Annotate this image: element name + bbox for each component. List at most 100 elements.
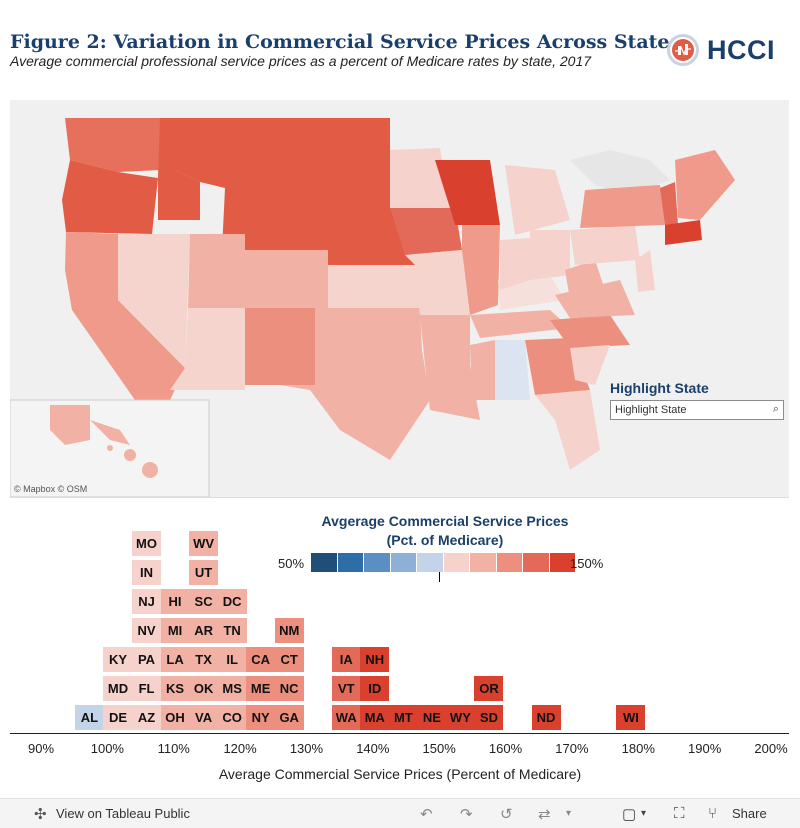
state-nv (118, 234, 190, 368)
state-mn (390, 148, 450, 208)
tableau-toolbar: ✣ View on Tableau Public ↶ ↷ ↺ ⇄ ▾ ▢ ▾ ⛶… (0, 798, 800, 828)
highlight-state-input[interactable]: Highlight State ⌕ (610, 400, 784, 420)
state-cell-az[interactable]: AZ (132, 705, 162, 730)
undo-icon[interactable]: ↶ (420, 806, 433, 823)
state-al (495, 340, 530, 400)
state-va (555, 280, 635, 318)
map-attribution: © Mapbox © OSM (14, 484, 88, 494)
state-nd (305, 118, 390, 170)
state-cell-ga[interactable]: GA (274, 705, 304, 730)
state-cell-hi[interactable]: HI (160, 589, 190, 614)
view-on-tableau-link[interactable]: View on Tableau Public (56, 806, 190, 821)
revert-icon[interactable]: ↺ (500, 806, 513, 823)
redo-icon[interactable]: ↷ (460, 806, 473, 823)
state-cell-wa[interactable]: WA (331, 705, 361, 730)
state-id (158, 118, 200, 220)
state-ny (580, 185, 665, 228)
logo-text: HCCI (707, 34, 775, 65)
state-cell-ok[interactable]: OK (189, 676, 219, 701)
state-cell-ut[interactable]: UT (189, 560, 219, 585)
search-icon[interactable]: ⌕ (772, 403, 779, 415)
state-cell-ca[interactable]: CA (246, 647, 276, 672)
state-cell-me[interactable]: ME (246, 676, 276, 701)
state-cell-mo[interactable]: MO (132, 531, 162, 556)
share-icon[interactable]: ⑂ (708, 805, 718, 822)
state-cell-il[interactable]: IL (217, 647, 247, 672)
state-cell-sd[interactable]: SD (474, 705, 504, 730)
state-cell-la[interactable]: LA (160, 647, 190, 672)
device-dropdown-icon[interactable]: ▾ (641, 808, 647, 819)
state-ok (315, 308, 422, 350)
state-cell-dc[interactable]: DC (217, 589, 247, 614)
figure-title: Figure 2: Variation in Commercial Servic… (10, 31, 681, 53)
state-cell-fl[interactable]: FL (132, 676, 162, 701)
state-cell-wv[interactable]: WV (189, 531, 219, 556)
logo-mark-icon (667, 34, 699, 66)
state-cell-nj[interactable]: NJ (132, 589, 162, 614)
state-cell-nd[interactable]: ND (531, 705, 561, 730)
state-cell-tn[interactable]: TN (217, 618, 247, 643)
state-cell-ks[interactable]: KS (160, 676, 190, 701)
state-cell-mi[interactable]: MI (160, 618, 190, 643)
legend-swatch (417, 553, 443, 572)
chevron-down-icon[interactable]: ▾ (566, 808, 572, 819)
state-cell-ct[interactable]: CT (274, 647, 304, 672)
state-cell-md[interactable]: MD (103, 676, 133, 701)
state-cell-ny[interactable]: NY (246, 705, 276, 730)
state-cell-sc[interactable]: SC (189, 589, 219, 614)
state-cell-id[interactable]: ID (360, 676, 390, 701)
state-cell-ar[interactable]: AR (189, 618, 219, 643)
state-mt (175, 118, 305, 188)
state-cell-oh[interactable]: OH (160, 705, 190, 730)
device-preview-icon[interactable]: ▢ (622, 806, 637, 823)
state-cell-ky[interactable]: KY (103, 647, 133, 672)
legend-high-label: 150% (570, 556, 604, 571)
state-cell-nh[interactable]: NH (360, 647, 390, 672)
state-cell-nv[interactable]: NV (132, 618, 162, 643)
highlight-state-label: Highlight State (610, 380, 709, 396)
x-tick-label: 200% (754, 741, 788, 756)
legend-title-line2: (Pct. of Medicare) (386, 532, 504, 548)
state-cell-nc[interactable]: NC (274, 676, 304, 701)
state-mo (405, 250, 470, 315)
state-or (62, 160, 158, 234)
legend-title: Avgerage Commercial Service Prices (Pct.… (300, 512, 590, 550)
state-cell-tx[interactable]: TX (189, 647, 219, 672)
refresh-icon[interactable]: ⇄ (538, 806, 551, 823)
header: Figure 2: Variation in Commercial Servic… (0, 0, 800, 98)
state-ne (305, 220, 415, 265)
state-nc (550, 315, 630, 348)
x-tick-label: 150% (422, 741, 456, 756)
x-tick-label: 120% (223, 741, 257, 756)
state-cell-wi[interactable]: WI (616, 705, 646, 730)
state-cell-pa[interactable]: PA (132, 647, 162, 672)
state-wi (435, 160, 500, 225)
state-ia (390, 208, 462, 255)
choropleth-map[interactable]: © Mapbox © OSM Highlight State Highlight… (10, 100, 789, 498)
state-cell-ma[interactable]: MA (360, 705, 390, 730)
state-cell-ne[interactable]: NE (417, 705, 447, 730)
state-ca (65, 232, 185, 400)
legend-swatch (390, 553, 416, 572)
state-ma (665, 220, 702, 245)
state-cell-de[interactable]: DE (103, 705, 133, 730)
state-cell-wy[interactable]: WY (445, 705, 475, 730)
legend-title-line1: Avgerage Commercial Service Prices (321, 513, 569, 529)
state-cell-in[interactable]: IN (132, 560, 162, 585)
state-histogram: AL DE MD KY AZ FL PA NV NJ IN MO OH KS LA MI HI VA OK TX AR… (0, 525, 800, 735)
x-tick-label: 160% (488, 741, 523, 756)
share-button[interactable]: Share (732, 806, 767, 821)
state-cell-mt[interactable]: MT (388, 705, 418, 730)
state-cell-or[interactable]: OR (474, 676, 504, 701)
fullscreen-icon[interactable]: ⛶ (674, 805, 685, 822)
state-cell-al[interactable]: AL (74, 705, 104, 730)
x-tick-label: 190% (688, 741, 722, 756)
state-cell-co[interactable]: CO (217, 705, 247, 730)
state-oh (530, 230, 570, 280)
state-cell-ia[interactable]: IA (331, 647, 361, 672)
state-ks (328, 265, 420, 308)
state-cell-ms[interactable]: MS (217, 676, 247, 701)
state-cell-va[interactable]: VA (189, 705, 219, 730)
state-cell-vt[interactable]: VT (331, 676, 361, 701)
state-cell-nm[interactable]: NM (274, 618, 304, 643)
